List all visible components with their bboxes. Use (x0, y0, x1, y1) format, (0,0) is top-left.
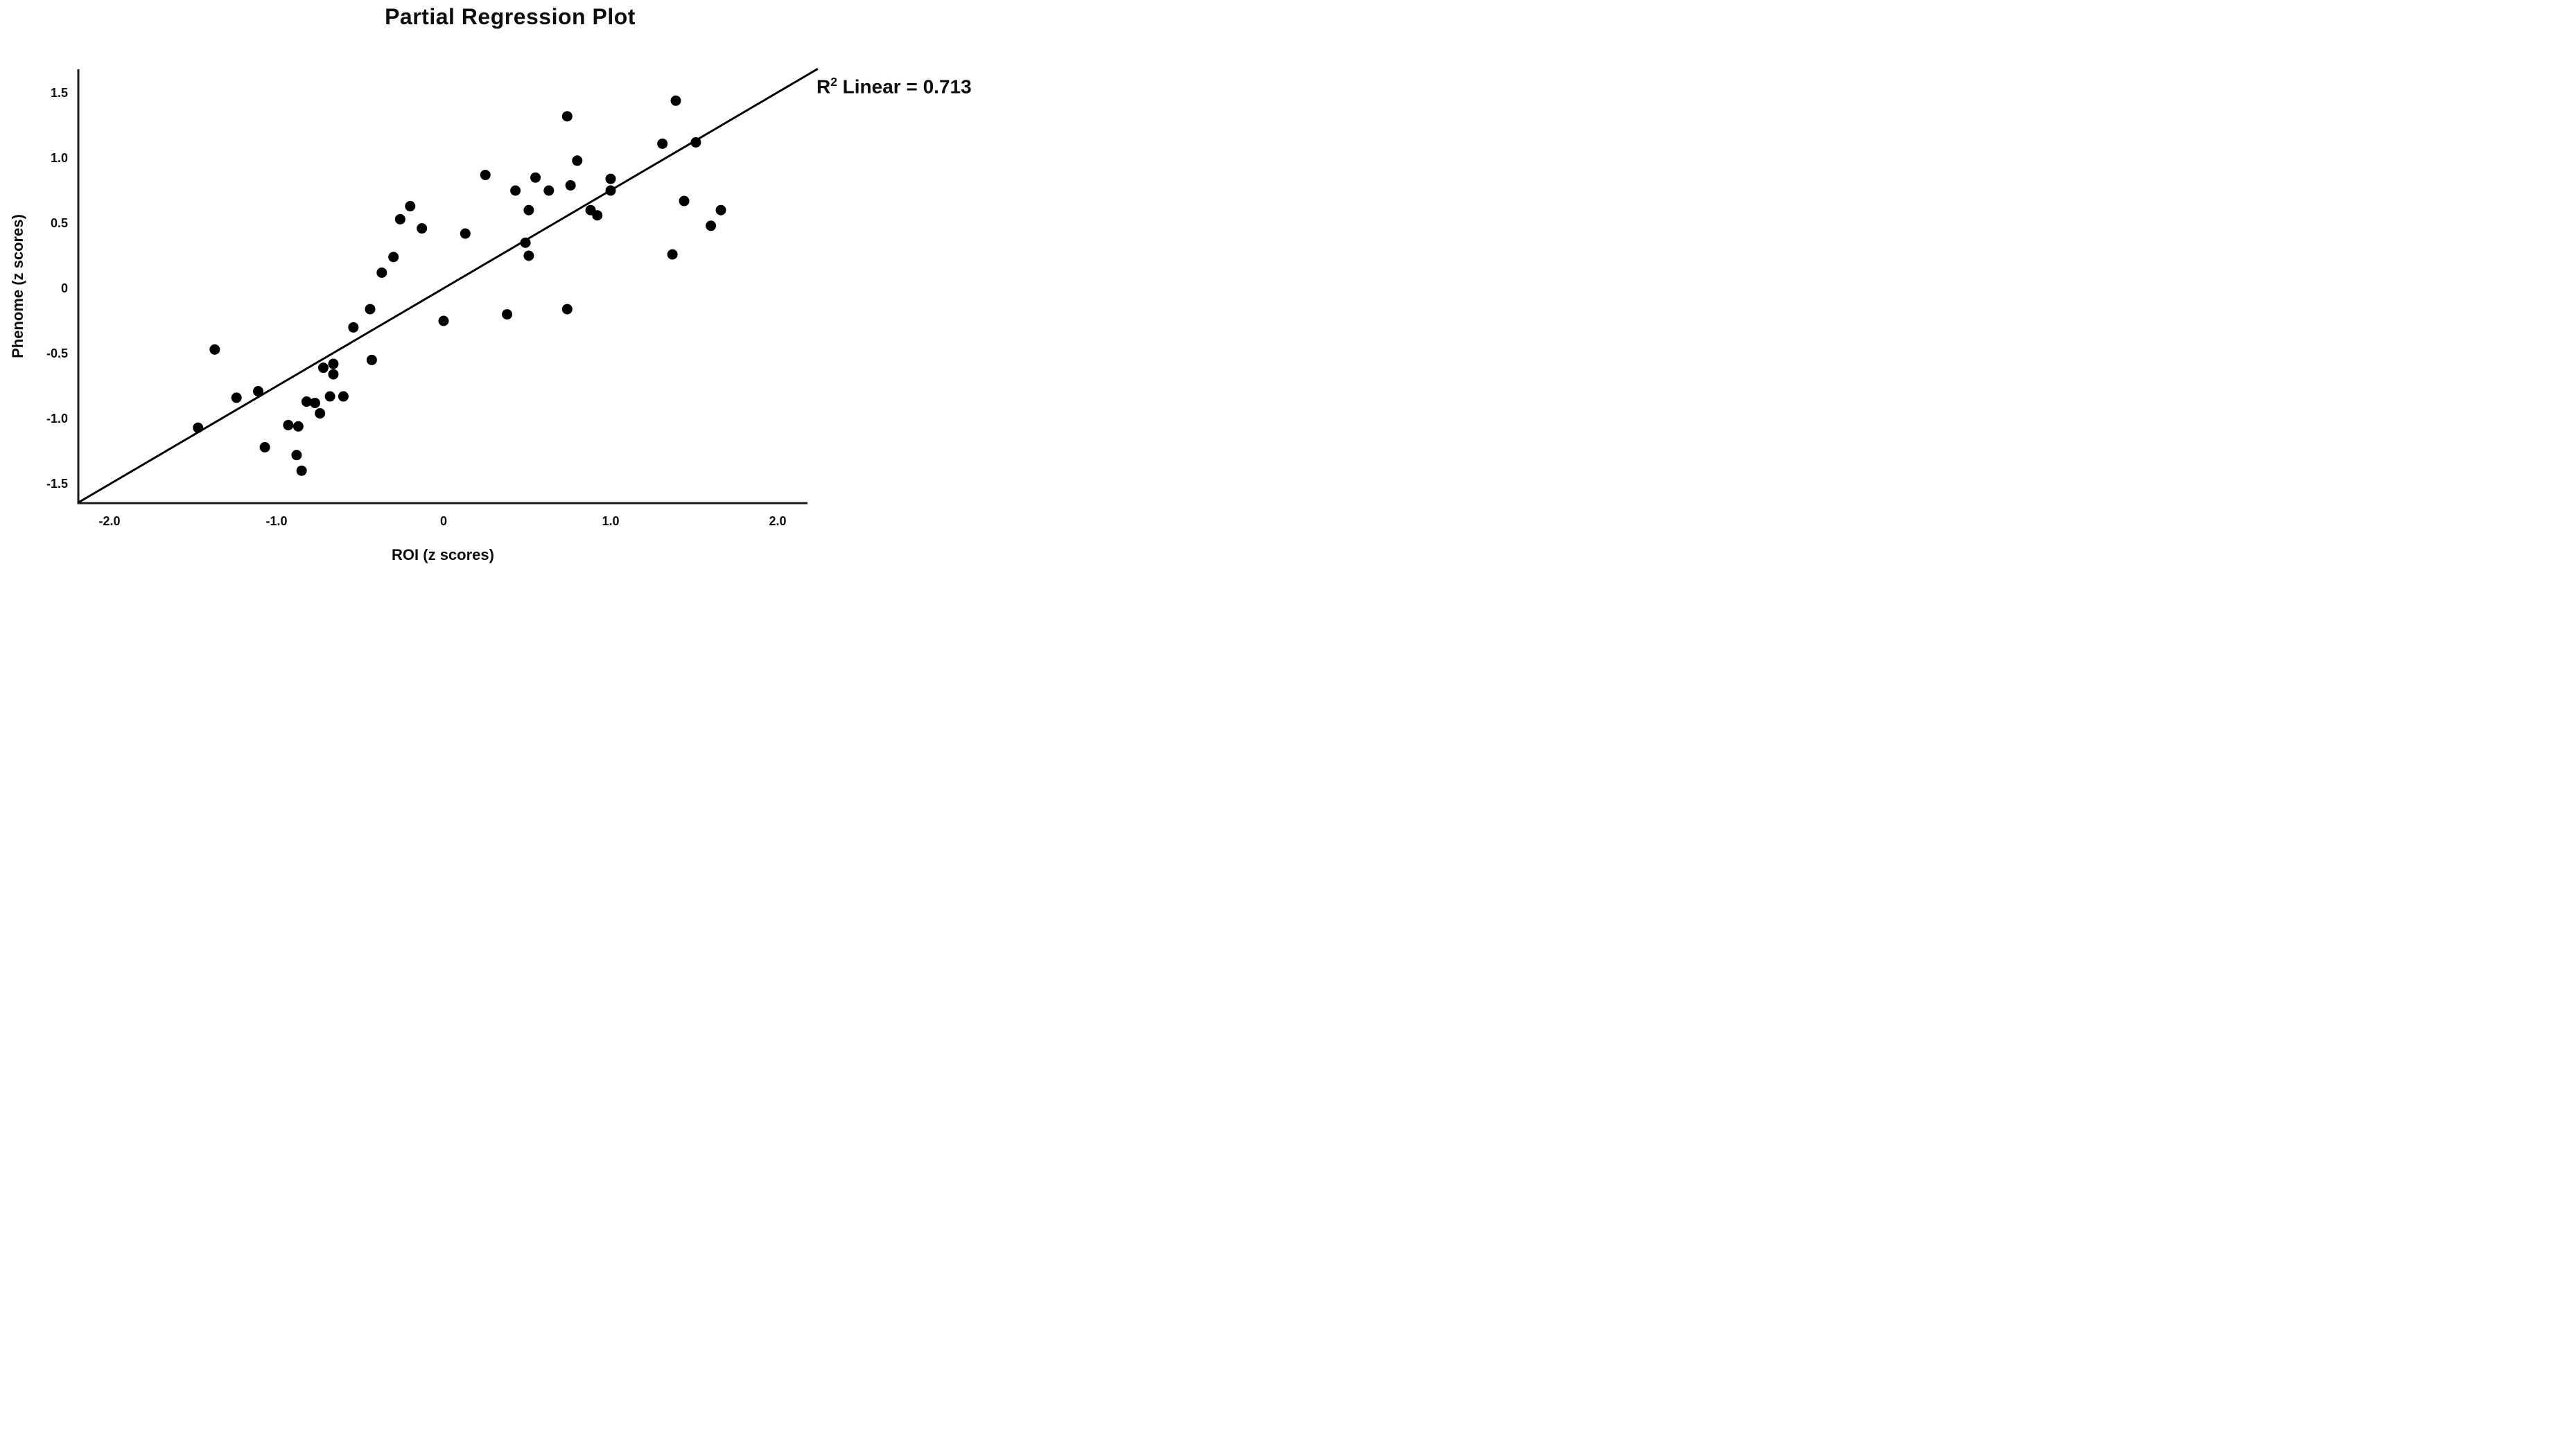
data-point (252, 386, 263, 397)
data-point (502, 309, 513, 320)
data-point (296, 465, 307, 476)
data-point (561, 304, 573, 315)
chart-title: Partial Regression Plot (385, 4, 636, 29)
x-tick-label: 2.0 (769, 514, 786, 528)
data-point (605, 185, 616, 196)
y-tick-label: -1.5 (46, 477, 68, 491)
data-point (417, 223, 428, 234)
data-point (324, 391, 335, 402)
data-point (715, 204, 726, 216)
r-squared-annotation: R2 Linear = 0.713 (816, 75, 1019, 98)
data-point (706, 220, 717, 231)
r-squared-superscript: 2 (830, 75, 837, 89)
data-point (667, 249, 678, 260)
data-point (259, 441, 270, 453)
data-point (657, 138, 668, 149)
data-point (376, 267, 387, 278)
data-point (543, 185, 554, 196)
data-point (405, 201, 416, 212)
data-point (572, 155, 583, 166)
scatter-plot-canvas: -2.0 -1.0 0 1.0 2.0 1.5 1.0 0.5 0 -0.5 -1.0 -1.5 (46, 68, 819, 528)
data-point (301, 396, 312, 407)
data-point (309, 397, 320, 408)
data-point (394, 213, 405, 225)
y-tick-label: -1.0 (46, 412, 68, 426)
data-point (565, 179, 576, 191)
x-tick-label: 0 (440, 514, 447, 528)
data-point (561, 111, 573, 122)
partial-regression-plot-figure: Partial Regression Plot R2 Linear = 0.71… (0, 0, 1020, 582)
data-point (231, 392, 242, 403)
data-point (388, 252, 399, 263)
data-point (328, 358, 339, 369)
data-point (328, 369, 339, 380)
r-squared-base: R (816, 76, 831, 98)
y-tick-label: 0 (61, 281, 68, 295)
x-axis-label: ROI (z scores) (392, 546, 494, 563)
data-point (460, 228, 471, 239)
data-point (520, 237, 531, 248)
data-point (530, 172, 541, 183)
data-point (338, 391, 349, 402)
data-point (348, 322, 359, 333)
y-tick-label: 0.5 (51, 216, 68, 230)
data-point (523, 204, 534, 216)
data-point (523, 250, 534, 261)
data-point (283, 419, 294, 430)
regression-line (77, 68, 819, 504)
data-point (366, 354, 377, 365)
data-point (365, 304, 376, 315)
r-squared-value-text: Linear = 0.713 (837, 76, 972, 98)
data-point (605, 173, 616, 184)
y-tick-label: 1.0 (51, 151, 68, 165)
data-point (438, 315, 449, 326)
data-point (315, 407, 326, 419)
y-tick-label: -0.5 (46, 347, 68, 360)
data-point (480, 169, 491, 180)
data-point (679, 195, 690, 207)
data-point (510, 185, 521, 196)
y-tick-label: 1.5 (51, 86, 68, 100)
data-point (292, 421, 304, 432)
x-tick-label: -2.0 (98, 514, 120, 528)
data-point (317, 362, 329, 374)
data-point (291, 450, 302, 461)
data-point (670, 95, 681, 106)
x-tick-label: 1.0 (602, 514, 619, 528)
data-point (193, 422, 204, 433)
data-point (690, 137, 701, 148)
x-tick-label: -1.0 (265, 514, 287, 528)
data-point (592, 210, 603, 221)
data-point (209, 344, 220, 355)
